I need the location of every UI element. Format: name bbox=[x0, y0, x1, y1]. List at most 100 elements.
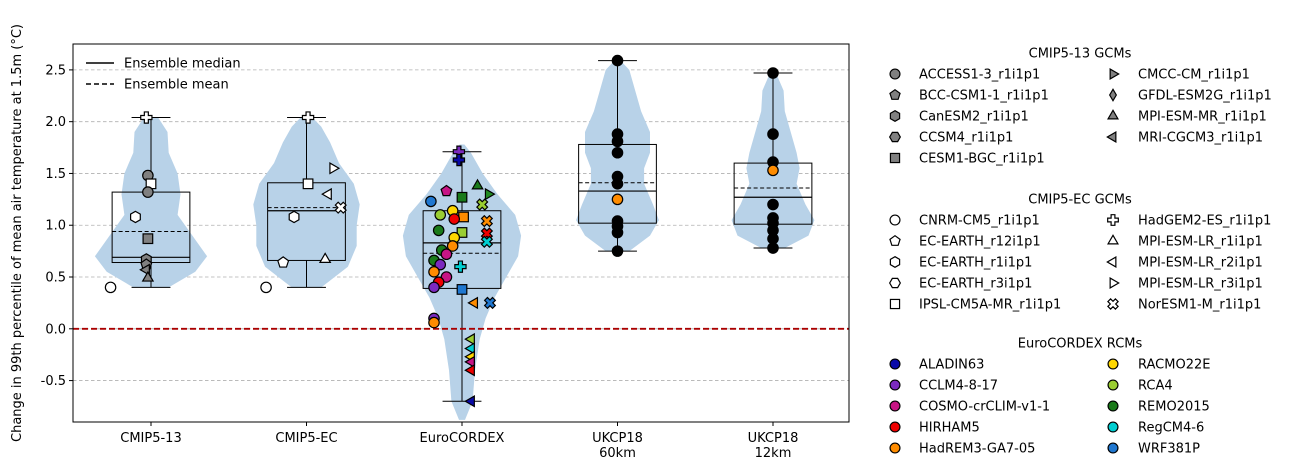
point-2-10 bbox=[458, 211, 469, 223]
point-1-2-shape bbox=[302, 178, 314, 190]
legend-label: CCLM4-8-17 bbox=[919, 379, 998, 394]
point-2-3-shape bbox=[440, 184, 453, 197]
legend-label: HIRHAM5 bbox=[919, 421, 980, 436]
legend-marker-0-1-shape bbox=[889, 88, 901, 100]
point-2-2-shape bbox=[471, 178, 484, 190]
legend-marker-0-2-shape bbox=[889, 109, 901, 123]
legend-marker-2-7 bbox=[1107, 400, 1119, 412]
point-2-33 bbox=[464, 332, 475, 346]
line-legend-label: Ensemble mean bbox=[124, 78, 229, 93]
legend-marker-1-4-shape bbox=[889, 298, 901, 310]
legend-marker-1-4 bbox=[889, 298, 901, 310]
marker-legend: CMIP5-13 GCMs ACCESS1-3_r1i1p1 BCC-CSM1-1_… bbox=[888, 47, 1272, 457]
legend-marker-0-6 bbox=[1108, 88, 1118, 102]
violin-1 bbox=[253, 117, 360, 288]
legend-label: COSMO-crCLIM-v1-1 bbox=[919, 400, 1050, 415]
point-1-0 bbox=[301, 111, 315, 124]
legend-marker-0-4-shape bbox=[889, 152, 901, 164]
point-2-34 bbox=[464, 342, 475, 355]
legend-marker-1-0 bbox=[889, 214, 901, 226]
point-2-34-shape bbox=[464, 342, 475, 355]
point-2-22 bbox=[434, 258, 447, 271]
point-2-20-shape bbox=[440, 248, 453, 261]
point-1-6 bbox=[318, 252, 332, 264]
legend-marker-1-8 bbox=[1109, 277, 1120, 289]
point-2-29-shape bbox=[467, 296, 479, 310]
legend-marker-1-9 bbox=[1107, 298, 1119, 310]
point-3-3 bbox=[611, 146, 624, 159]
legend-marker-0-6-shape bbox=[1108, 88, 1118, 102]
violin-0 bbox=[94, 117, 208, 288]
point-2-5-shape bbox=[456, 191, 468, 203]
point-2-13-shape bbox=[432, 224, 445, 237]
point-4-9-shape bbox=[767, 242, 779, 254]
legend-label: RCA4 bbox=[1138, 379, 1173, 394]
legend-marker-1-5-shape bbox=[1107, 214, 1119, 226]
legend-marker-0-7 bbox=[1107, 109, 1119, 120]
legend-marker-2-0 bbox=[889, 358, 901, 370]
point-0-10 bbox=[104, 281, 117, 294]
legend-marker-0-8 bbox=[1106, 131, 1117, 143]
y-ticks: -0.5 0.0 0.5 1.0 1.5 2.0 2.5 bbox=[41, 63, 73, 389]
legend-marker-0-3 bbox=[888, 131, 902, 143]
point-2-20 bbox=[440, 248, 453, 261]
legend-marker-1-1 bbox=[889, 234, 901, 246]
plot-frame bbox=[72, 43, 850, 423]
point-2-37-shape bbox=[464, 363, 475, 377]
legend-marker-2-6-shape bbox=[1107, 379, 1119, 391]
legend-label: CMCC-CM_r1i1p1 bbox=[1138, 68, 1250, 83]
point-4-3 bbox=[767, 164, 779, 177]
x-tick-label: CMIP5-EC bbox=[275, 431, 337, 446]
legend-marker-2-8-shape bbox=[1107, 421, 1119, 433]
legend-marker-1-9-shape bbox=[1107, 298, 1119, 310]
legend-marker-1-3 bbox=[888, 277, 902, 289]
legend-label: ACCESS1-3_r1i1p1 bbox=[919, 68, 1040, 83]
legend-marker-1-6 bbox=[1107, 234, 1119, 245]
y-tick-label: 2.0 bbox=[45, 115, 66, 130]
legend-label: MPI-ESM-LR_r2i1p1 bbox=[1138, 256, 1263, 271]
point-0-3 bbox=[142, 186, 154, 198]
legend-marker-0-5 bbox=[1109, 68, 1120, 80]
point-0-10-shape bbox=[104, 281, 117, 294]
legend-marker-1-6-shape bbox=[1107, 234, 1119, 245]
point-2-6 bbox=[425, 195, 437, 208]
point-1-4 bbox=[334, 201, 347, 214]
violin-2 bbox=[402, 144, 522, 420]
legend-label: RACMO22E bbox=[1138, 358, 1210, 373]
legend-marker-1-7 bbox=[1106, 256, 1117, 268]
legend-marker-2-5-shape bbox=[1107, 358, 1119, 370]
point-2-37 bbox=[464, 363, 475, 377]
point-3-6-shape bbox=[611, 193, 624, 206]
point-1-4-shape bbox=[334, 201, 347, 214]
point-1-3 bbox=[321, 187, 332, 201]
point-2-6-shape bbox=[425, 195, 437, 208]
legend-marker-2-9 bbox=[1107, 442, 1119, 454]
point-3-9-shape bbox=[611, 226, 624, 239]
point-3-5 bbox=[611, 178, 624, 190]
point-2-3 bbox=[440, 184, 453, 197]
y-tick-label: 2.5 bbox=[45, 63, 66, 78]
point-2-17-shape bbox=[480, 235, 494, 249]
point-1-0-shape bbox=[301, 111, 315, 124]
legend-label: CanESM2_r1i1p1 bbox=[919, 110, 1029, 125]
point-2-30-shape bbox=[483, 296, 497, 310]
point-0-5 bbox=[142, 233, 154, 245]
point-2-13 bbox=[432, 224, 445, 237]
point-0-9 bbox=[141, 270, 155, 282]
legend-label: BCC-CSM1-1_r1i1p1 bbox=[919, 89, 1049, 104]
point-3-10-shape bbox=[611, 245, 624, 257]
point-2-12-shape bbox=[480, 214, 494, 228]
x-tick-label: EuroCORDEX bbox=[420, 431, 505, 446]
legend-marker-1-2 bbox=[889, 255, 901, 269]
point-2-7-shape bbox=[475, 198, 489, 211]
legend-label: MPI-ESM-LR_r3i1p1 bbox=[1138, 277, 1263, 292]
y-axis-label: Change in 99th percentile of mean air te… bbox=[10, 24, 25, 442]
legend-marker-0-0 bbox=[889, 68, 901, 80]
legend-marker-0-4 bbox=[889, 152, 901, 164]
legend-title: CMIP5-13 GCMs bbox=[1029, 47, 1132, 62]
point-2-14-shape bbox=[456, 227, 468, 238]
legend-label: REMO2015 bbox=[1138, 400, 1210, 415]
point-1-2 bbox=[302, 178, 314, 190]
